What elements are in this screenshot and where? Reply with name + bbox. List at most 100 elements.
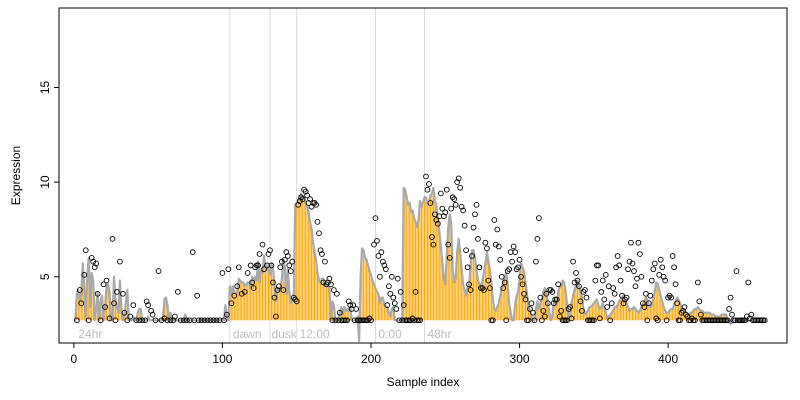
data-point	[296, 198, 303, 204]
data-point	[672, 281, 679, 288]
data-point	[331, 287, 337, 293]
data-point	[522, 296, 529, 303]
data-point	[161, 315, 168, 322]
data-point	[558, 307, 565, 314]
data-point	[662, 277, 669, 284]
y-tick-label: 10	[38, 175, 52, 189]
data-point	[641, 304, 648, 310]
data-point	[446, 254, 453, 261]
data-point	[380, 258, 386, 265]
data-point	[583, 294, 590, 301]
data-point	[426, 181, 432, 187]
data-point	[394, 275, 401, 282]
data-point	[629, 260, 636, 267]
data-point	[573, 270, 579, 276]
data-point	[568, 315, 575, 322]
data-point	[136, 317, 143, 324]
data-point	[745, 279, 752, 286]
data-point	[345, 298, 352, 305]
data-point	[423, 173, 429, 180]
data-point	[377, 273, 383, 280]
data-point	[180, 317, 187, 324]
data-point	[550, 300, 557, 307]
data-point	[530, 309, 536, 316]
data-point	[396, 317, 403, 324]
data-point	[204, 317, 211, 324]
data-points	[73, 173, 768, 324]
data-point	[613, 264, 619, 271]
data-point	[276, 283, 282, 290]
y-axis-title: Expression	[9, 146, 23, 205]
data-point	[518, 273, 524, 280]
data-point	[139, 317, 146, 324]
region-label: 12:00	[300, 327, 330, 341]
data-point	[614, 253, 621, 259]
data-point	[448, 205, 455, 212]
data-point	[371, 241, 377, 248]
data-point	[114, 289, 120, 295]
data-point	[319, 251, 325, 257]
data-point	[677, 317, 683, 324]
data-point	[397, 289, 404, 295]
data-point	[289, 258, 296, 265]
data-point	[412, 289, 419, 295]
data-point	[669, 253, 676, 259]
data-point	[549, 289, 556, 295]
data-point	[148, 307, 154, 314]
data-point	[210, 317, 217, 324]
x-axis-title: Sample index	[387, 375, 460, 389]
data-point	[663, 317, 670, 324]
data-point	[175, 289, 181, 295]
data-point	[124, 317, 131, 324]
data-point	[461, 222, 468, 229]
data-point	[76, 287, 83, 293]
data-point	[628, 239, 634, 246]
data-point	[501, 279, 508, 286]
data-point	[234, 283, 241, 290]
data-point	[378, 249, 385, 256]
y-tick-label: 15	[38, 80, 52, 94]
data-point	[231, 292, 238, 299]
data-point	[476, 264, 483, 271]
data-point	[515, 264, 521, 271]
data-point	[543, 290, 550, 297]
data-point	[183, 317, 190, 324]
data-point	[109, 236, 116, 242]
data-point	[85, 317, 92, 324]
data-point	[102, 304, 108, 310]
data-point	[608, 300, 615, 307]
data-point	[142, 317, 149, 324]
data-point	[158, 317, 165, 324]
data-point	[680, 307, 686, 314]
data-point	[344, 317, 351, 324]
data-point	[112, 317, 119, 324]
data-point	[598, 289, 605, 295]
data-point	[500, 285, 507, 291]
data-point	[692, 317, 698, 324]
data-point	[368, 317, 374, 324]
data-point	[539, 317, 545, 324]
data-point	[521, 290, 527, 297]
data-point	[391, 300, 398, 307]
data-point	[381, 262, 388, 269]
data-point	[286, 262, 293, 269]
data-point	[726, 306, 732, 312]
data-point	[130, 302, 137, 308]
data-point	[390, 294, 397, 301]
region-label: 48hr	[427, 327, 451, 341]
data-point	[82, 247, 89, 254]
data-point	[671, 264, 677, 271]
data-point	[120, 290, 126, 297]
data-point	[313, 201, 319, 208]
data-point	[512, 249, 518, 256]
data-point	[170, 317, 177, 324]
data-point	[473, 201, 480, 208]
data-point	[534, 236, 541, 242]
smoothed-expression-line	[73, 186, 750, 343]
data-point	[617, 277, 624, 284]
data-point	[544, 300, 551, 307]
data-point	[164, 317, 171, 324]
data-point	[519, 281, 526, 288]
data-point	[498, 273, 505, 280]
